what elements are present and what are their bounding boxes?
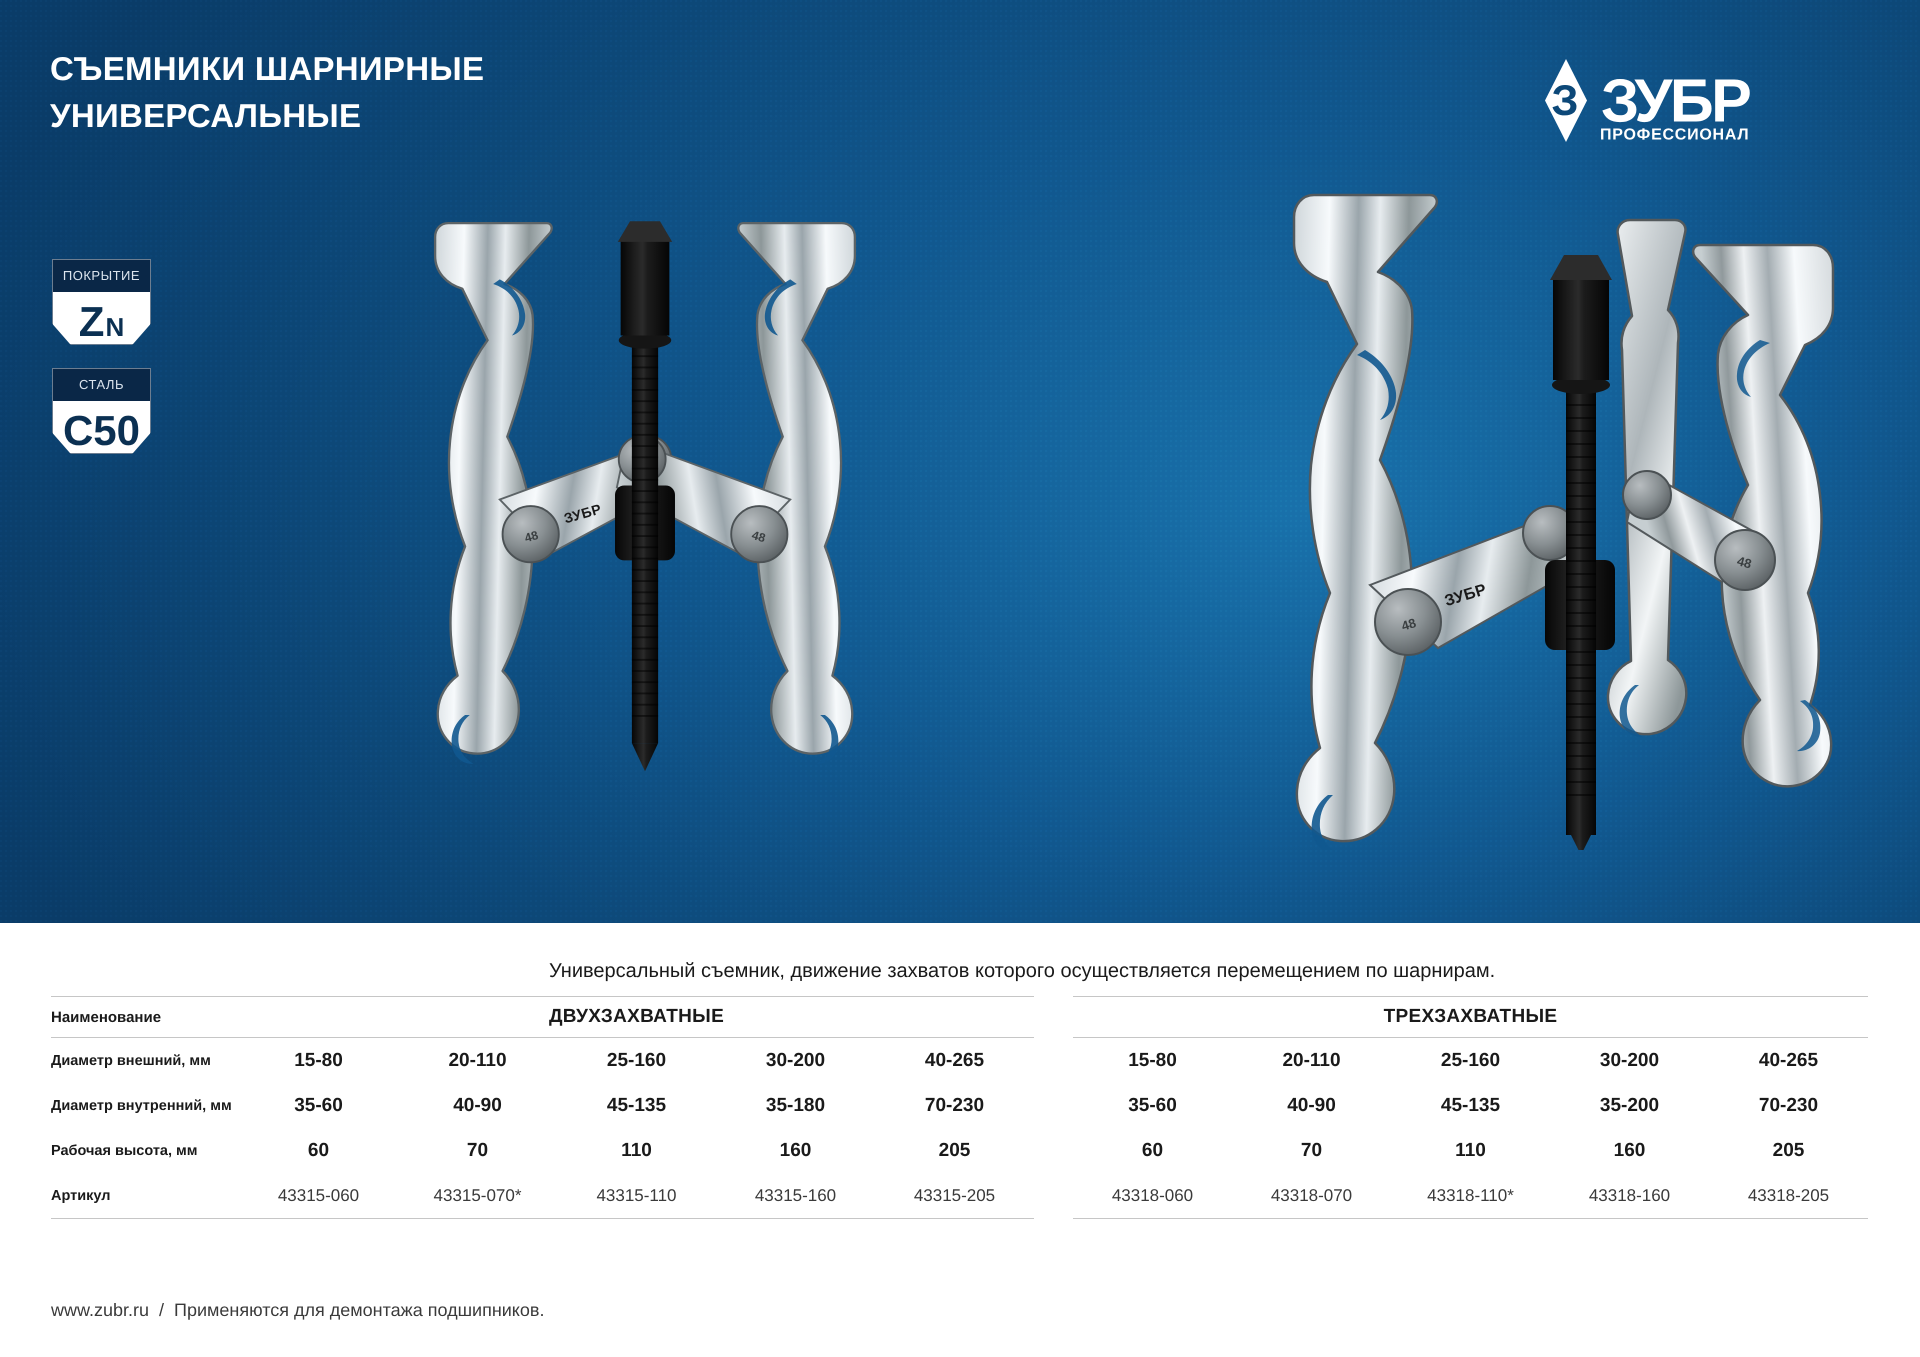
svg-text:ЗУБР: ЗУБР: [1601, 67, 1750, 135]
svg-text:ПРОФЕССИОНАЛ: ПРОФЕССИОНАЛ: [1600, 125, 1749, 143]
svg-text:З: З: [1552, 77, 1579, 125]
